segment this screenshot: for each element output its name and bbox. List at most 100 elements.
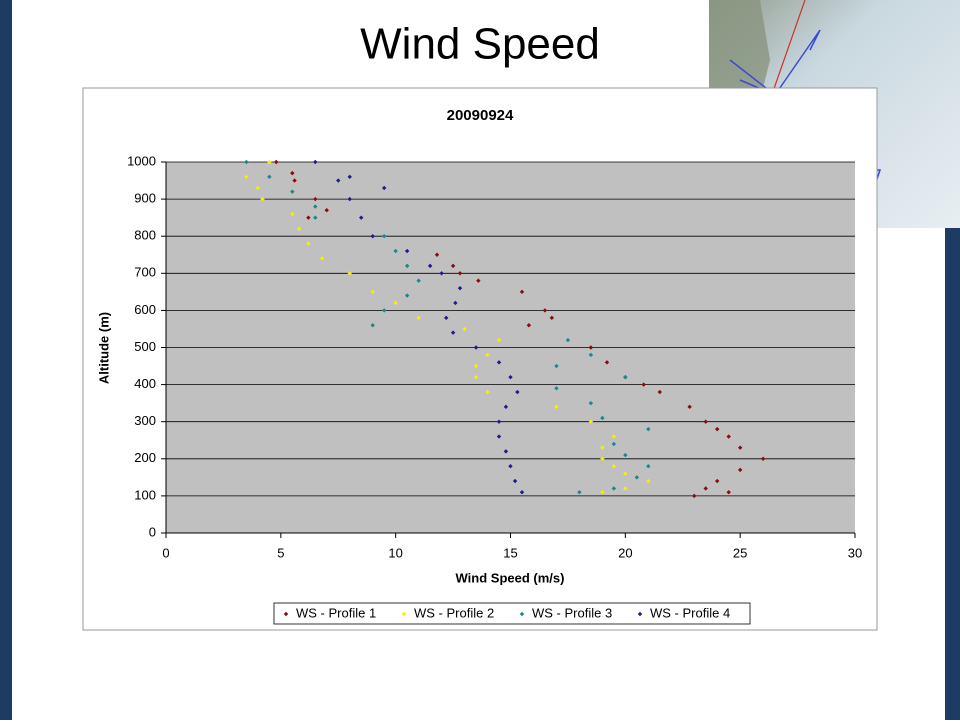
scatter-point [703, 486, 708, 491]
scatter-point [623, 471, 628, 476]
legend-label: WS - Profile 3 [532, 605, 612, 620]
scatter-point [457, 285, 463, 291]
x-axis-label: Wind Speed (m/s) [456, 570, 565, 585]
scatter-point [611, 441, 617, 447]
y-tick-label: 400 [134, 376, 156, 391]
scatter-point [319, 256, 325, 261]
scatter-point [542, 308, 548, 313]
scatter-point [496, 419, 502, 424]
x-tick-label: 25 [733, 545, 747, 560]
scatter-point [519, 289, 525, 295]
y-tick-label: 700 [134, 265, 156, 280]
scatter-point [760, 456, 766, 461]
scatter-point [306, 215, 311, 220]
scatter-point [623, 452, 628, 458]
scatter-point [313, 196, 318, 202]
scatter-point [404, 293, 410, 298]
y-tick-label: 800 [134, 228, 156, 243]
scatter-point [588, 345, 594, 350]
scatter-point [600, 456, 605, 461]
scatter-point [434, 252, 440, 257]
scatter-point [290, 189, 295, 194]
scatter-point [611, 464, 617, 469]
scatter-point [515, 389, 520, 395]
scatter-point [381, 308, 387, 313]
scatter-point [588, 400, 594, 406]
y-axis-label: Altitude (m) [96, 312, 111, 384]
scatter-point [450, 330, 456, 335]
scatter-point [347, 174, 352, 180]
scatter-point [496, 337, 502, 343]
y-tick-label: 900 [134, 191, 156, 206]
scatter-point [508, 464, 513, 469]
scatter-point [306, 241, 311, 246]
scatter-point [473, 345, 479, 350]
legend-label: WS - Profile 2 [414, 605, 494, 620]
legend-label: WS - Profile 1 [296, 605, 376, 620]
scatter-point [496, 360, 502, 365]
scatter-point [512, 478, 518, 484]
scatter-point [508, 374, 513, 380]
scatter-point [443, 315, 449, 321]
scatter-point [313, 215, 318, 220]
y-tick-label: 300 [134, 413, 156, 428]
y-tick-label: 100 [134, 487, 156, 502]
scatter-point [359, 215, 364, 220]
scatter-point [347, 196, 352, 202]
legend-marker [519, 611, 525, 617]
scatter-point [476, 278, 481, 283]
scatter-point [427, 263, 433, 269]
scatter-point [646, 426, 651, 432]
legend-marker [401, 611, 407, 617]
y-tick-label: 200 [134, 450, 156, 465]
scatter-point [503, 404, 509, 410]
scatter-point [600, 445, 605, 450]
scatter-point [623, 486, 628, 491]
x-tick-label: 10 [388, 545, 402, 560]
y-tick-label: 0 [149, 524, 156, 539]
scatter-point [604, 360, 610, 365]
scatter-point [267, 159, 272, 165]
scatter-point [526, 323, 532, 328]
scatter-point [336, 178, 341, 183]
scatter-point [370, 323, 375, 328]
x-tick-label: 0 [162, 545, 169, 560]
scatter-point [503, 449, 509, 454]
scatter-point [313, 159, 318, 165]
scatter-point [588, 419, 594, 424]
y-tick-label: 500 [134, 339, 156, 354]
scatter-point [453, 300, 458, 306]
scatter-point [450, 263, 456, 269]
slide-title: Wind Speed [360, 20, 600, 69]
legend [273, 602, 751, 625]
scatter-point [611, 486, 617, 491]
scatter-point [634, 475, 640, 480]
x-tick-label: 30 [848, 545, 862, 560]
scatter-point [370, 234, 375, 239]
legend-marker [637, 611, 643, 617]
scatter-point [416, 278, 421, 283]
scatter-point [292, 178, 297, 183]
scatter-point [439, 271, 444, 276]
scatter-point [600, 489, 605, 495]
scatter-point [244, 159, 249, 165]
scatter-point [577, 489, 582, 495]
scatter-point [347, 271, 352, 276]
scatter-point [404, 263, 410, 269]
scatter-point [646, 478, 651, 484]
scatter-point [274, 159, 279, 165]
scatter-point [473, 374, 479, 380]
scatter-point [554, 404, 559, 410]
scatter-point [485, 389, 490, 395]
scatter-point [324, 208, 329, 213]
scatter-point [646, 464, 651, 469]
scatter-point [255, 185, 261, 191]
scatter-point [244, 174, 249, 180]
scatter-point [462, 326, 467, 332]
scatter-point [404, 248, 410, 254]
scatter-point [260, 196, 265, 202]
scatter-point [623, 374, 628, 380]
x-tick-label: 5 [277, 545, 284, 560]
scatter-point [692, 493, 697, 499]
